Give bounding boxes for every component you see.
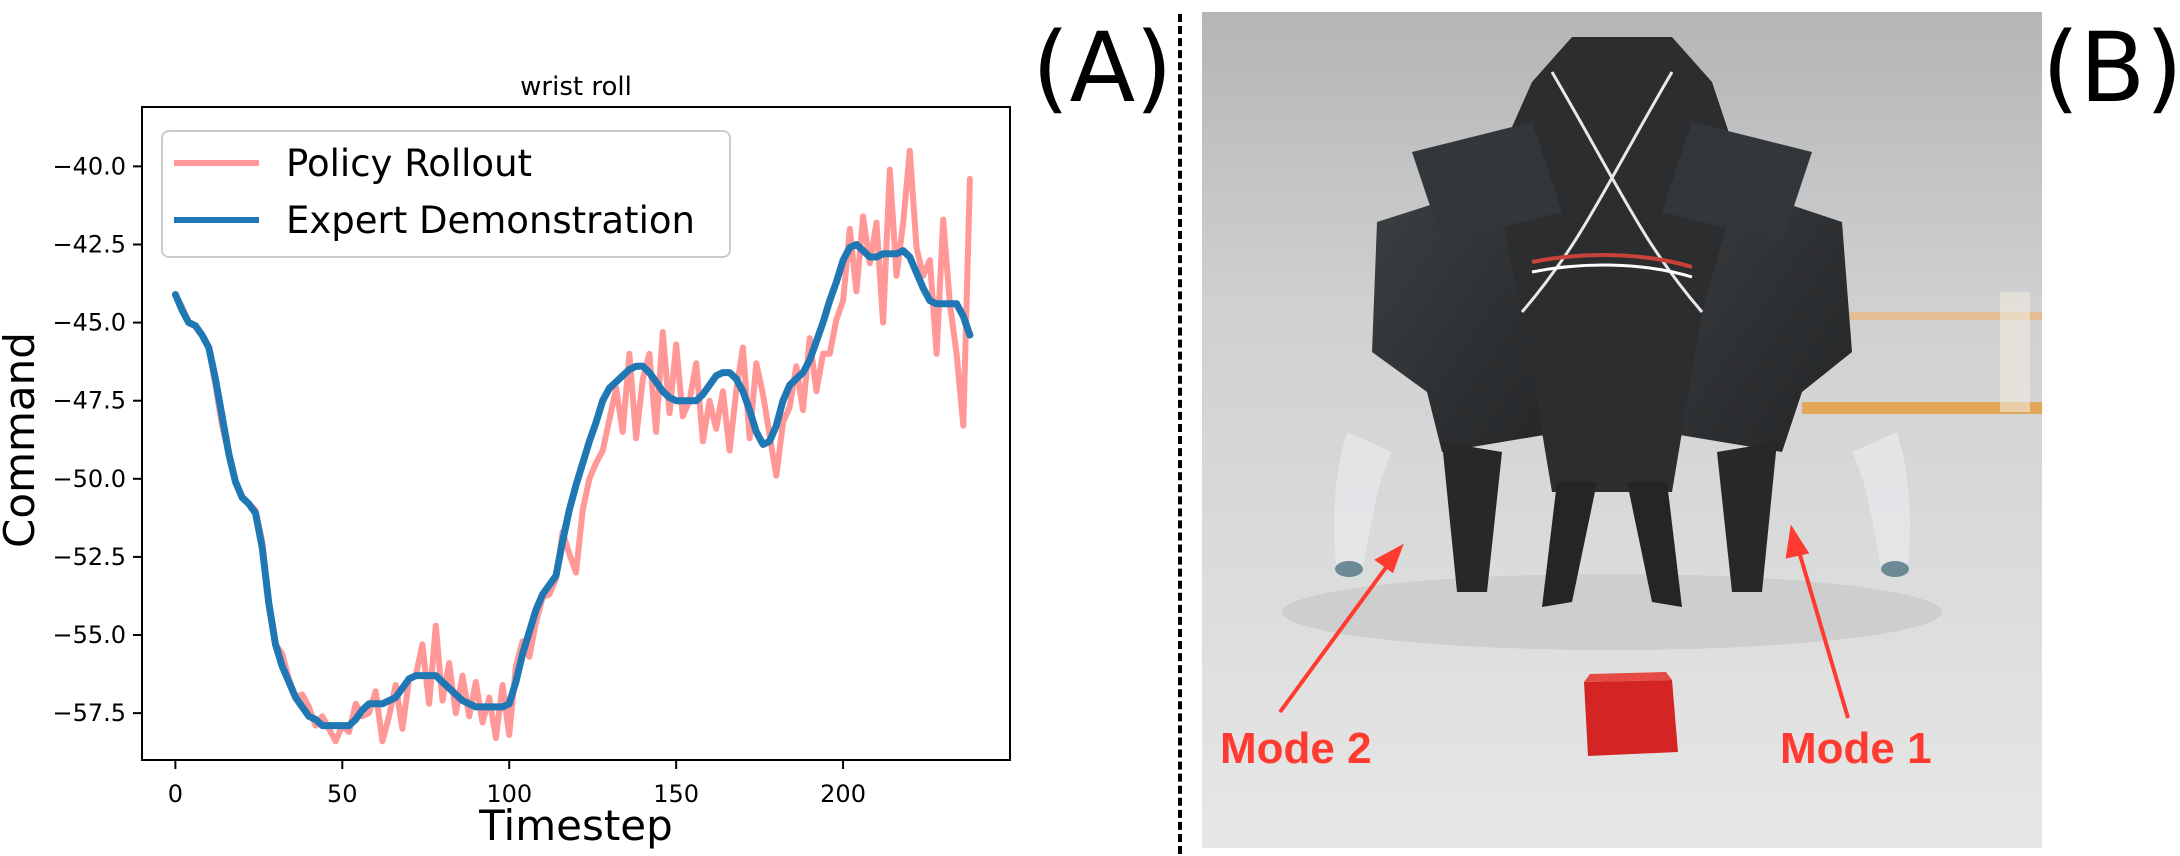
- y-tick-label: −55.0: [52, 621, 126, 649]
- chart-legend: Policy Rollout Expert Demonstration: [161, 130, 731, 258]
- x-tick-label: 0: [168, 780, 183, 808]
- x-tick-label: 50: [327, 780, 358, 808]
- mode-2-label: Mode 2: [1220, 724, 1372, 773]
- panel-label-b: (B): [2042, 12, 2180, 124]
- y-tick-label: −45.0: [52, 309, 126, 337]
- y-tick-label: −40.0: [52, 152, 126, 180]
- gripper-photo: Mode 2 Mode 1: [1202, 12, 2042, 848]
- x-tick-label: 150: [653, 780, 699, 808]
- background-rail: [1802, 402, 2042, 414]
- red-block: [1584, 672, 1678, 756]
- series-line-expert-demonstration: [171, 241, 974, 730]
- gripper: [1334, 37, 1910, 607]
- y-tick-label: −50.0: [52, 465, 126, 493]
- y-axis-label: Command: [0, 332, 44, 548]
- x-tick-label: 200: [820, 780, 866, 808]
- y-tick-label: −42.5: [52, 230, 126, 258]
- y-tick-label: −47.5: [52, 387, 126, 415]
- series-line-policy-rollout: [172, 147, 973, 745]
- plot-frame: [141, 106, 1011, 761]
- wrist-roll-chart: 0 50 100 150 200 −40.0 −42.5 −45.0 −47.5 −50.0 −52…: [0, 72, 1011, 850]
- panel-divider: [1178, 14, 1182, 854]
- legend-box: [161, 130, 731, 258]
- y-tick-label: −57.5: [52, 699, 126, 727]
- mode-1-arrow: [1785, 524, 1850, 719]
- y-tick-label: −52.5: [52, 543, 126, 571]
- mode-2-arrow: [1278, 543, 1404, 714]
- x-tick-label: 100: [486, 780, 532, 808]
- panel-label-a: (A): [1032, 12, 1173, 124]
- x-axis-label: Timestep: [478, 801, 673, 850]
- legend-label-expert-demonstration: Expert Demonstration: [286, 199, 695, 242]
- chart-title: wrist roll: [520, 72, 632, 102]
- mode-1-label: Mode 1: [1780, 724, 1932, 773]
- legend-label-policy-rollout: Policy Rollout: [286, 142, 532, 185]
